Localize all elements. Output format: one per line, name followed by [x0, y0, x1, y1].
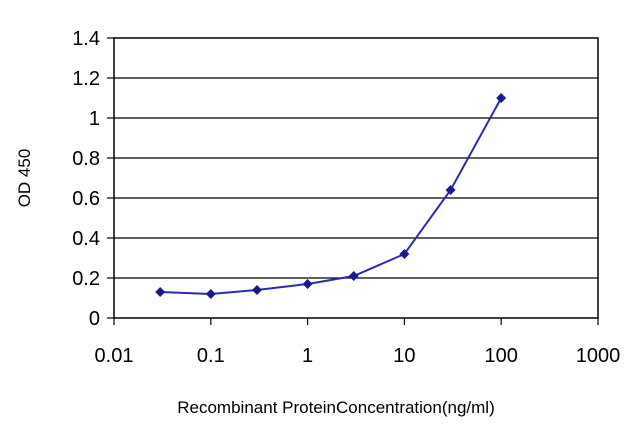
y-tick-label-6: 1.2: [72, 68, 100, 90]
series-line-0: [160, 97, 503, 296]
x-tick-label-0: 0.01: [95, 345, 134, 367]
x-axis-ticks: 0.01 0.1 1 10 100 1000: [95, 318, 621, 367]
x-tick-label-5: 1000: [576, 345, 621, 367]
data-point-0-5: [399, 249, 410, 259]
y-tick-label-0: 0: [89, 308, 100, 330]
y-tick-label-1: 0.2: [72, 268, 100, 290]
y-tick-label-4: 0.8: [72, 148, 100, 170]
y-axis-title: OD 450: [15, 149, 34, 208]
data-point-0-4: [348, 271, 359, 281]
y-tick-label-3: 0.6: [72, 188, 100, 210]
x-tick-label-4: 100: [485, 345, 518, 367]
data-point-0-2: [251, 285, 262, 295]
x-tick-label-1: 0.1: [197, 345, 225, 367]
data-point-0-1: [205, 289, 216, 299]
y-axis-ticks: 0 0.2 0.4 0.6 0.8 1 1.2 1.4: [72, 28, 114, 330]
plot-area: [113, 37, 599, 319]
y-tick-label-2: 0.4: [72, 228, 100, 250]
x-tick-label-2: 1: [302, 345, 313, 367]
grid-lines: [114, 77, 598, 279]
y-tick-label-7: 1.4: [72, 28, 100, 50]
y-tick-label-5: 1: [89, 108, 100, 130]
x-tick-label-3: 10: [393, 345, 415, 367]
series-group: [155, 93, 507, 299]
x-axis-title: Recombinant ProteinConcentration(ng/ml): [177, 398, 495, 417]
data-point-0-7: [496, 93, 507, 103]
data-point-0-0: [155, 287, 166, 297]
data-point-0-6: [445, 185, 456, 195]
data-point-0-3: [302, 279, 313, 289]
